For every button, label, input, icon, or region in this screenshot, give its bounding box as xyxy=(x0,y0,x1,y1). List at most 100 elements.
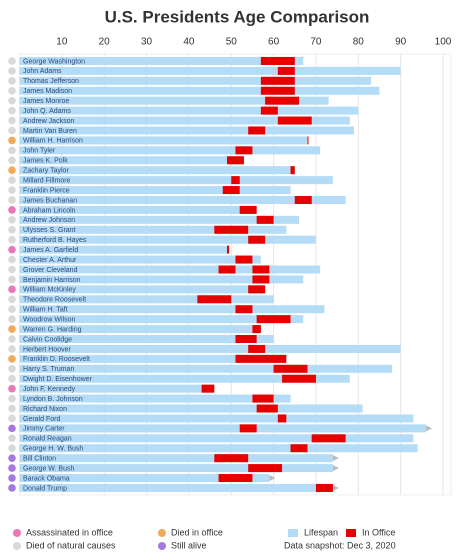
office-bar xyxy=(260,86,295,95)
status-dot xyxy=(8,305,16,314)
status-dot xyxy=(8,345,16,353)
status-dot xyxy=(8,464,16,472)
office-bar xyxy=(307,136,309,145)
lifespan-bar xyxy=(19,166,295,175)
category-label: Herbert Hoover xyxy=(23,346,72,353)
x-tick-label: 90 xyxy=(395,37,407,48)
chart-title: U.S. Presidents Age Comparison xyxy=(105,7,370,26)
status-dot xyxy=(8,474,16,482)
x-tick-label: 100 xyxy=(435,37,452,48)
office-bar xyxy=(260,106,278,115)
status-dot xyxy=(8,444,16,453)
status-dot xyxy=(8,206,16,214)
lifespan-bar xyxy=(19,76,372,85)
status-dot xyxy=(8,196,16,204)
category-label: James K. Polk xyxy=(23,158,68,165)
lifespan-bar xyxy=(19,245,228,254)
office-bar xyxy=(248,126,266,135)
lifespan-bar xyxy=(19,414,414,423)
category-label: James Madison xyxy=(23,88,72,95)
status-dot xyxy=(8,77,16,85)
lifespan-bar xyxy=(19,374,350,383)
category-label: Warren G. Harding xyxy=(23,326,82,333)
status-dot xyxy=(8,136,16,145)
office-bar xyxy=(252,394,274,403)
office-bar xyxy=(227,245,230,254)
category-label: Donald Trump xyxy=(23,485,67,492)
status-dot xyxy=(8,325,16,333)
office-bar xyxy=(235,146,253,155)
status-dot xyxy=(8,86,16,95)
lifespan-bar xyxy=(19,66,401,75)
lifespan-bar xyxy=(19,394,291,403)
office-bar xyxy=(235,335,257,344)
alive-marker xyxy=(332,465,339,472)
lifespan-bar xyxy=(19,275,304,284)
office-bar xyxy=(256,215,274,224)
status-dot xyxy=(8,176,16,184)
legend-label: In Office xyxy=(362,527,395,537)
status-dot xyxy=(8,255,16,264)
status-dot xyxy=(8,355,16,363)
status-dot xyxy=(8,57,16,65)
lifespan-bar xyxy=(19,56,304,65)
office-bar xyxy=(315,483,333,492)
lifespan-bar xyxy=(19,265,321,274)
category-label: John F. Kennedy xyxy=(23,386,76,393)
category-label: Franklin D. Roosevelt xyxy=(23,356,90,363)
status-dot xyxy=(8,235,16,244)
lifespan-bar xyxy=(19,364,393,373)
category-label: Zachary Taylor xyxy=(23,168,69,175)
status-dot xyxy=(8,454,16,462)
status-dot xyxy=(8,67,16,75)
legend-label: Assassinated in office xyxy=(26,527,113,537)
category-label: Grover Cleveland xyxy=(23,267,78,274)
category-label: Calvin Coolidge xyxy=(23,336,72,343)
lifespan-bar xyxy=(19,255,261,264)
category-label: William McKinley xyxy=(23,287,76,294)
category-label: James Buchanan xyxy=(23,197,77,204)
category-label: Harry S. Truman xyxy=(23,366,74,373)
office-bar xyxy=(256,315,291,324)
office-bar xyxy=(235,354,287,363)
lifespan-bar xyxy=(19,335,274,344)
category-label: George W. Bush xyxy=(23,465,74,472)
office-bar xyxy=(239,205,257,214)
legend-label: Lifespan xyxy=(304,527,338,537)
category-label: Martin Van Buren xyxy=(23,128,77,135)
category-label: Chester A. Arthur xyxy=(23,257,77,264)
office-bar xyxy=(260,76,295,85)
lifespan-bar xyxy=(19,225,287,234)
note: Data snapshot: Dec 3, 2020 xyxy=(284,540,396,550)
category-label: Barack Obama xyxy=(23,475,70,482)
status-dot xyxy=(8,404,16,413)
category-label: Dwight D. Eisenhower xyxy=(23,376,93,383)
category-label: Abraham Lincoln xyxy=(23,207,76,214)
status-dot xyxy=(8,364,16,373)
office-bar xyxy=(248,285,266,294)
category-label: James Monroe xyxy=(23,98,69,105)
office-bar xyxy=(235,255,253,264)
office-bar xyxy=(197,295,232,304)
status-dot xyxy=(8,186,16,194)
office-bar xyxy=(282,374,316,383)
office-bar xyxy=(252,265,270,274)
office-bar xyxy=(256,404,278,413)
lifespan-bar xyxy=(19,483,333,492)
status-dot xyxy=(8,424,16,433)
lifespan-bar xyxy=(19,315,304,324)
status-dot xyxy=(8,315,16,323)
status-dot xyxy=(8,106,16,115)
legend-marker xyxy=(158,529,166,537)
category-label: Gerald Ford xyxy=(23,416,60,423)
category-label: Ronald Reagan xyxy=(23,436,72,443)
status-dot xyxy=(8,96,16,105)
category-label: Andrew Jackson xyxy=(23,118,74,125)
lifespan-bar xyxy=(19,305,325,314)
lifespan-bar xyxy=(19,235,316,244)
status-dot xyxy=(8,275,16,284)
office-bar xyxy=(227,156,244,165)
status-dot xyxy=(8,295,16,304)
legend-label: Died in office xyxy=(171,527,223,537)
